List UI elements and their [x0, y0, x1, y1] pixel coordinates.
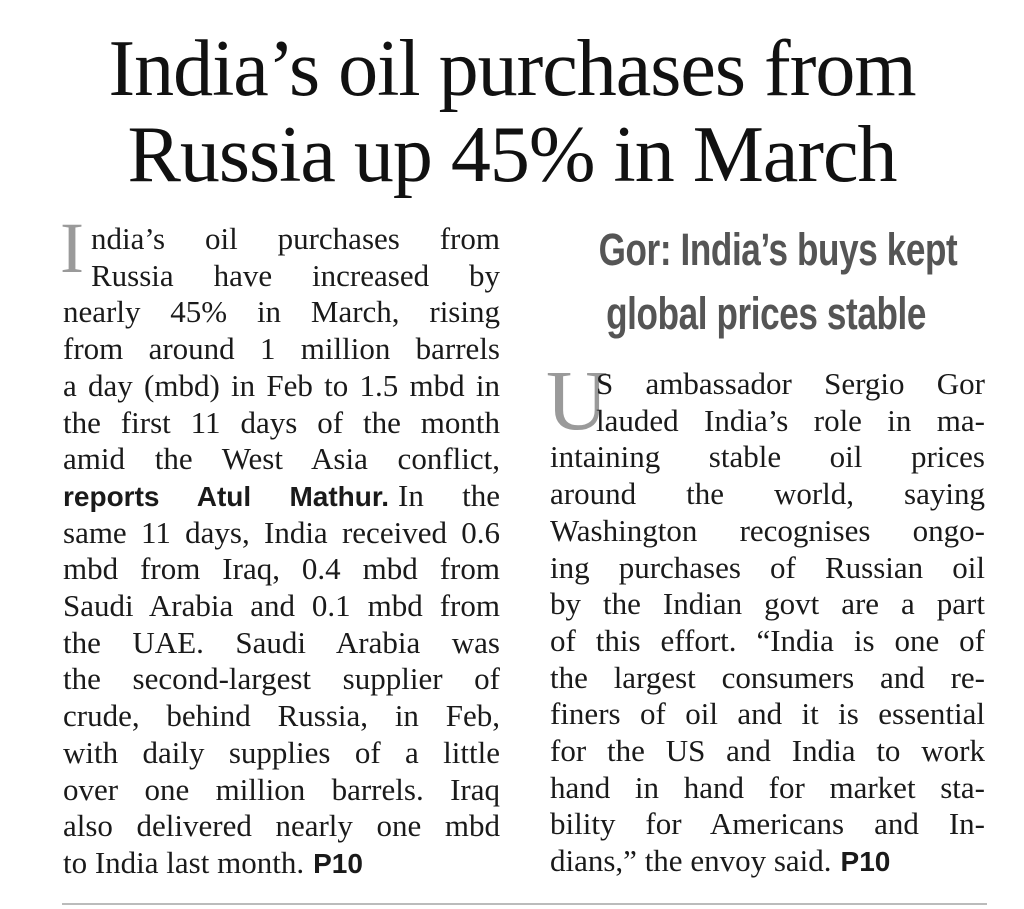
- text-line: by the Indian govt are a part: [550, 585, 985, 622]
- text-line: for the US and India to work: [550, 732, 985, 769]
- text-line: dians,” the envoy said. P10: [550, 842, 985, 879]
- text: hand in hand for market sta-: [550, 769, 985, 805]
- text-line: reports Atul Mathur. In the: [63, 477, 500, 514]
- text-line: Russia have increased by: [91, 257, 500, 294]
- text: S ambassador Sergio Gor: [596, 366, 985, 401]
- text: the first 11 days of the month: [63, 404, 500, 440]
- text: amid the West Asia conflict,: [63, 441, 500, 477]
- text: from around 1 million barrels: [63, 331, 500, 367]
- text: Saudi Arabia and 0.1 mbd from: [63, 588, 500, 623]
- text-line: mbd from Iraq, 0.4 mbd from: [63, 550, 500, 587]
- text-line: also delivered nearly one mbd: [63, 807, 500, 844]
- text-line: Saudi Arabia and 0.1 mbd from: [63, 587, 500, 624]
- headline-line: India’s oil purchases from: [108, 25, 916, 113]
- text: mbd from Iraq, 0.4 mbd from: [63, 551, 500, 587]
- text: Washington recognises ongo-: [550, 512, 985, 548]
- text-line: with daily supplies of a little: [63, 734, 500, 771]
- text: lauded India’s role in ma-: [596, 402, 985, 438]
- text-line: around the world, saying: [550, 475, 985, 512]
- bold-text: P10: [313, 847, 363, 879]
- text-line: intaining stable oil prices: [550, 438, 985, 475]
- text: intaining stable oil prices: [550, 439, 985, 475]
- text: nearly 45% in March, rising: [63, 294, 500, 330]
- text: around the world, saying: [550, 476, 985, 512]
- bold-text: P10: [840, 846, 891, 878]
- text-line: finers of oil and it is essential: [550, 695, 985, 732]
- text: ing purchases of Russian oil: [550, 549, 985, 585]
- text: Russia have increased by: [91, 257, 500, 293]
- text-line: to India last month. P10: [63, 844, 500, 881]
- text-line: nearly 45% in March, rising: [63, 293, 500, 330]
- text: also delivered nearly one mbd: [63, 808, 500, 844]
- text: bility for Americans and In-: [550, 806, 985, 842]
- subhead-line: global prices stable: [548, 284, 985, 344]
- text: by the Indian govt are a part: [550, 586, 985, 622]
- headline-line: Russia up 45% in March: [127, 111, 897, 199]
- text-line: amid the West Asia conflict,: [63, 440, 500, 477]
- text: the second-largest supplier of: [63, 661, 500, 697]
- text-line: from around 1 million barrels: [63, 330, 500, 367]
- text: to India last month.: [63, 844, 305, 880]
- text: of this effort. “India is one of: [550, 622, 985, 658]
- text: the largest consumers and re-: [550, 659, 985, 695]
- text: with daily supplies of a little: [63, 734, 500, 770]
- text-line: hand in hand for market sta-: [550, 769, 985, 806]
- text-line: same 11 days, India received 0.6: [63, 514, 500, 551]
- text: crude, behind Russia, in Feb,: [63, 698, 500, 734]
- text: ndia’s oil purchases from: [91, 221, 500, 256]
- drop-cap: U: [546, 352, 609, 448]
- drop-cap: I: [60, 208, 84, 288]
- text-line: the second-largest supplier of: [63, 660, 500, 697]
- text-line: crude, behind Russia, in Feb,: [63, 697, 500, 734]
- text-line: over one million barrels. Iraq: [63, 771, 500, 808]
- bold-text: reports Atul Mathur.: [63, 480, 390, 512]
- text-line: bility for Americans and In-: [550, 805, 985, 842]
- text-line: ndia’s oil purchases from: [91, 220, 500, 257]
- text-line: of this effort. “India is one of: [550, 622, 985, 659]
- text-line: the largest consumers and re-: [550, 659, 985, 696]
- text: dians,” the envoy said.: [550, 843, 832, 879]
- subhead-text: global prices stable: [606, 288, 927, 339]
- text: finers of oil and it is essential: [550, 696, 985, 732]
- text: In the: [398, 477, 500, 513]
- text-line: lauded India’s role in ma-: [596, 402, 985, 439]
- text: same 11 days, India received 0.6: [63, 514, 500, 550]
- text-line: the first 11 days of the month: [63, 404, 500, 441]
- text: the UAE. Saudi Arabia was: [63, 624, 500, 660]
- text-line: Washington recognises ongo-: [550, 512, 985, 549]
- text-line: the UAE. Saudi Arabia was: [63, 624, 500, 661]
- subhead-text: Gor: India’s buys kept: [598, 224, 958, 275]
- text: a day (mbd) in Feb to 1.5 mbd in: [63, 367, 500, 403]
- text: over one million barrels. Iraq: [63, 771, 500, 807]
- bottom-rule: [62, 903, 987, 905]
- subhead-line: Gor: India’s buys kept: [548, 220, 985, 280]
- text-line: S ambassador Sergio Gor: [596, 365, 985, 402]
- text-line: a day (mbd) in Feb to 1.5 mbd in: [63, 367, 500, 404]
- text: for the US and India to work: [550, 733, 985, 768]
- text-line: ing purchases of Russian oil: [550, 549, 985, 586]
